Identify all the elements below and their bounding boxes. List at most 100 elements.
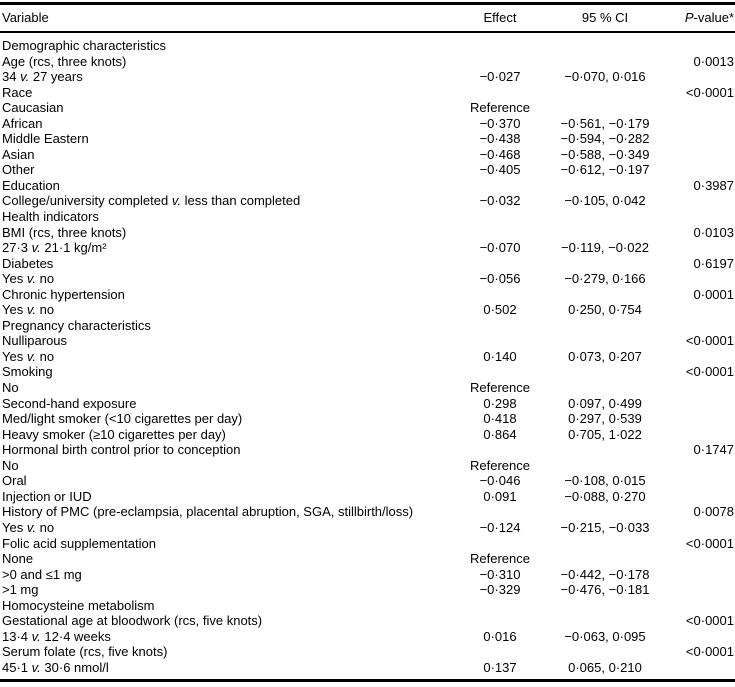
cell-effect — [450, 364, 550, 380]
cell-variable: No — [2, 457, 19, 473]
table-row: Smoking <0·0001 — [0, 364, 735, 380]
cell-variable: Injection or IUD — [2, 488, 92, 504]
cell-variable: Demographic characteristics — [2, 38, 167, 53]
cell-variable: Folic acid supplementation — [2, 535, 156, 551]
cell-pvalue — [660, 349, 735, 365]
table-row: Chronic hypertension 0·0001 — [0, 287, 735, 303]
cell-pvalue: 0·0078 — [693, 504, 734, 520]
cell-pvalue — [660, 582, 735, 598]
cell-ci — [550, 333, 660, 349]
table-row: Pregnancy characteristics — [0, 318, 735, 334]
cell-effect: −0·124 — [479, 519, 521, 535]
cell-variable: BMI (rcs, three knots) — [2, 224, 127, 240]
cell-effect: −0·438 — [479, 131, 521, 147]
cell-pvalue: <0·0001 — [685, 364, 734, 380]
cell-ci: 0·705, 1·022 — [568, 426, 642, 442]
cell-pvalue: <0·0001 — [685, 333, 734, 349]
table-body: Demographic characteristics Age (rcs, thr… — [0, 33, 735, 675]
cell-variable: College/university completed v. less tha… — [2, 193, 301, 209]
cell-pvalue — [660, 318, 735, 334]
cell-effect — [450, 178, 550, 194]
cell-pvalue — [660, 629, 735, 645]
cell-variable: Yes v. no — [2, 271, 55, 287]
cell-variable: None — [2, 551, 34, 567]
cell-variable: 27·3 v. 21·1 kg/m² — [2, 240, 107, 256]
cell-pvalue — [660, 458, 735, 474]
cell-ci — [550, 364, 660, 380]
cell-effect: −0·032 — [479, 193, 521, 209]
cell-effect: −0·329 — [479, 582, 521, 598]
cell-ci — [550, 536, 660, 552]
cell-ci — [550, 38, 660, 54]
table-row: 13·4 v. 12·4 weeks 0·016 −0·063, 0·095 — [0, 629, 735, 645]
cell-ci: −0·070, 0·016 — [564, 69, 646, 85]
column-header-effect: Effect — [483, 10, 517, 25]
cell-pvalue — [660, 302, 735, 318]
cell-variable: Smoking — [2, 364, 53, 380]
cell-ci — [550, 613, 660, 629]
cell-ci — [550, 504, 660, 520]
table-row: >1 mg −0·329 −0·476, −0·181 — [0, 582, 735, 598]
cell-pvalue — [660, 660, 735, 676]
cell-ci: −0·588, −0·349 — [560, 146, 650, 162]
cell-effect: −0·070 — [479, 240, 521, 256]
table-row: Gestational age at bloodwork (rcs, five … — [0, 613, 735, 629]
cell-ci: 0·097, 0·499 — [568, 395, 642, 411]
cell-pvalue — [660, 193, 735, 209]
cell-effect — [450, 442, 550, 458]
cell-ci: −0·088, 0·270 — [564, 488, 646, 504]
table-row: Yes v. no 0·502 0·250, 0·754 — [0, 302, 735, 318]
cell-variable: Middle Eastern — [2, 131, 89, 147]
cell-variable: Race — [2, 84, 33, 100]
cell-ci: −0·119, −0·022 — [561, 240, 649, 256]
cell-pvalue: 0·0001 — [693, 286, 734, 302]
cell-variable: Age (rcs, three knots) — [2, 53, 127, 69]
cell-variable: Med/light smoker (<10 cigarettes per day… — [2, 411, 243, 427]
cell-variable: Yes v. no — [2, 348, 55, 364]
cell-pvalue — [660, 396, 735, 412]
cell-variable: No — [2, 380, 19, 396]
cell-effect: 0·418 — [483, 411, 517, 427]
table-row: Education 0·3987 — [0, 178, 735, 194]
cell-variable: Caucasian — [2, 100, 64, 116]
cell-pvalue — [660, 147, 735, 163]
cell-effect — [450, 644, 550, 660]
table-header-row: Variable Effect 95 % CI P-value* — [0, 5, 735, 31]
table-row: None Reference — [0, 551, 735, 567]
table-row: Demographic characteristics — [0, 38, 735, 54]
cell-variable: African — [2, 115, 43, 131]
cell-pvalue — [660, 520, 735, 536]
table-row: Yes v. no −0·056 −0·279, 0·166 — [0, 271, 735, 287]
cell-variable: Hormonal birth control prior to concepti… — [2, 442, 241, 458]
cell-variable: Yes v. no — [2, 302, 55, 318]
cell-variable: Pregnancy characteristics — [2, 317, 151, 333]
cell-variable: >0 and ≤1 mg — [2, 566, 82, 582]
cell-effect: 0·016 — [483, 628, 517, 644]
cell-variable: Other — [2, 162, 35, 178]
cell-ci: −0·105, 0·042 — [564, 193, 646, 209]
cell-ci: −0·594, −0·282 — [560, 131, 650, 147]
cell-effect — [450, 225, 550, 241]
cell-variable: >1 mg — [2, 582, 39, 598]
cell-pvalue — [660, 489, 735, 505]
cell-pvalue — [660, 240, 735, 256]
cell-pvalue — [660, 567, 735, 583]
table-row: 34 v. 27 years −0·027 −0·070, 0·016 — [0, 69, 735, 85]
cell-pvalue — [660, 427, 735, 443]
cell-pvalue — [660, 473, 735, 489]
cell-pvalue — [660, 209, 735, 225]
cell-effect — [450, 333, 550, 349]
cell-variable: Diabetes — [2, 255, 54, 271]
cell-effect — [450, 536, 550, 552]
cell-pvalue: 0·0103 — [693, 224, 734, 240]
table-row: Race <0·0001 — [0, 85, 735, 101]
column-header-ci: 95 % CI — [581, 10, 629, 25]
table-row: College/university completed v. less tha… — [0, 193, 735, 209]
table-row: Health indicators — [0, 209, 735, 225]
cell-ci: 0·297, 0·539 — [568, 411, 642, 427]
cell-ci — [550, 54, 660, 70]
cell-pvalue — [660, 116, 735, 132]
cell-ci — [550, 209, 660, 225]
cell-effect: −0·468 — [479, 146, 521, 162]
cell-effect — [450, 318, 550, 334]
